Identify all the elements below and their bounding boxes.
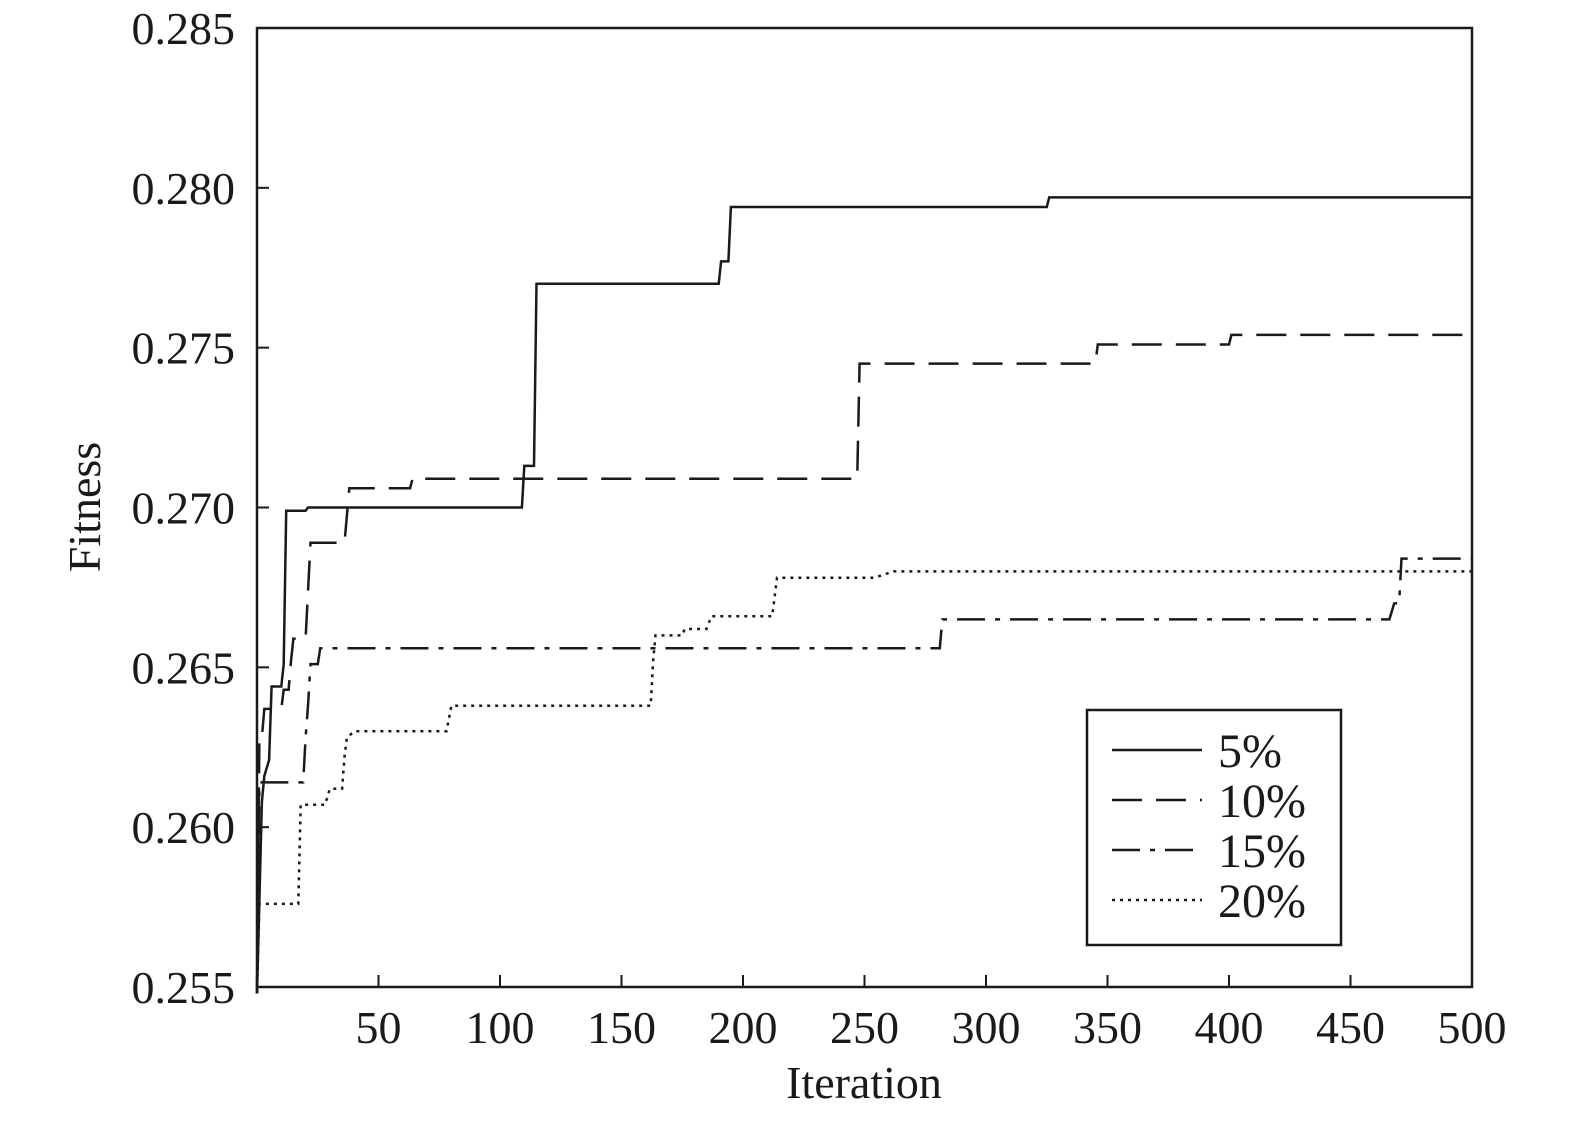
series-line-solid <box>255 196 1472 994</box>
legend-label: 5% <box>1218 725 1282 778</box>
series-line-dotted <box>255 570 1472 994</box>
y-tick-label: 0.270 <box>132 483 236 534</box>
x-tick-label: 400 <box>1195 1002 1264 1053</box>
legend: 5%10%15%20% <box>1085 708 1343 947</box>
x-tick-label: 200 <box>709 1002 778 1053</box>
series-line-dashdot <box>255 557 1472 994</box>
x-tick-label: 100 <box>466 1002 535 1053</box>
x-tick-label: 50 <box>356 1002 402 1053</box>
x-tick-label: 300 <box>952 1002 1021 1053</box>
x-tick-label: 450 <box>1316 1002 1385 1053</box>
series-line-dashed <box>255 333 1472 994</box>
x-tick-label: 500 <box>1438 1002 1507 1053</box>
x-axis: 50 100 150 200 250 300 350 400 450 500 <box>356 975 1507 1053</box>
y-axis: 0.255 0.260 0.265 0.270 0.275 0.280 0.285 <box>132 3 269 1013</box>
x-axis-label: Iteration <box>786 1057 942 1108</box>
series-layer <box>255 196 1472 994</box>
y-tick-label: 0.275 <box>132 323 236 374</box>
x-tick-label: 350 <box>1073 1002 1142 1053</box>
y-tick-label: 0.255 <box>132 962 236 1013</box>
y-tick-label: 0.260 <box>132 802 236 853</box>
legend-label: 10% <box>1218 775 1306 828</box>
legend-items: 5%10%15%20% <box>1112 725 1306 928</box>
legend-label: 15% <box>1218 825 1306 878</box>
x-tick-label: 250 <box>830 1002 899 1053</box>
y-axis-label: Fitness <box>59 442 110 572</box>
x-tick-label: 150 <box>587 1002 656 1053</box>
y-tick-label: 0.280 <box>132 163 236 214</box>
y-tick-label: 0.285 <box>132 3 236 54</box>
y-tick-label: 0.265 <box>132 642 236 693</box>
legend-label: 20% <box>1218 875 1306 928</box>
